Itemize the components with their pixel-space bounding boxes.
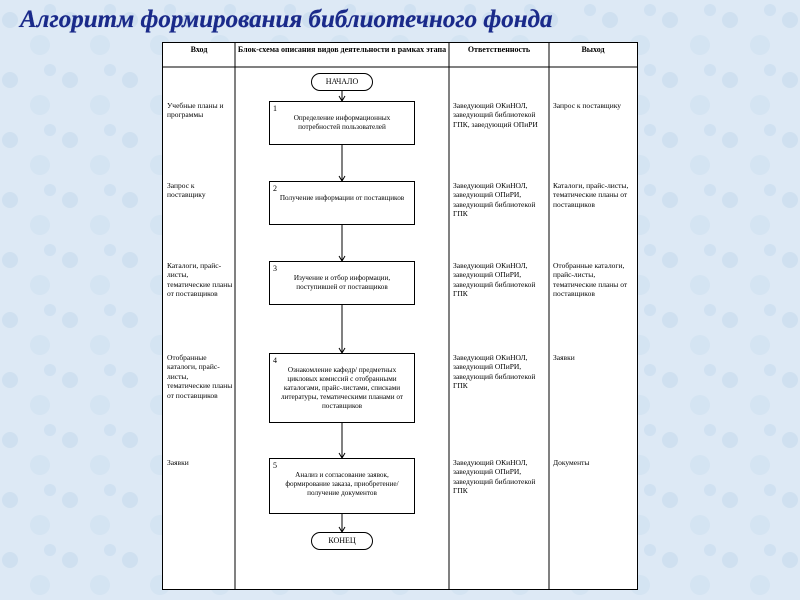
row-input: Отобранные каталоги, прайс-листы, темати… bbox=[167, 353, 233, 400]
row-responsibility: Заведующий ОКиНОЛ, заведующий ОПиРИ, зав… bbox=[453, 458, 545, 496]
process-number: 1 bbox=[273, 104, 277, 113]
terminal-end: КОНЕЦ bbox=[311, 532, 373, 550]
terminal-start: НАЧАЛО bbox=[311, 73, 373, 91]
flowchart-diagram: Вход Блок-схема описания видов деятельно… bbox=[162, 42, 638, 590]
process-box: 1Определение информационных потребностей… bbox=[269, 101, 415, 145]
column-header-responsibility: Ответственность bbox=[449, 45, 549, 54]
row-responsibility: Заведующий ОКиНОЛ, заведующий библиотеко… bbox=[453, 101, 545, 129]
process-text: Анализ и согласование заявок, формирован… bbox=[276, 471, 408, 498]
page-title: Алгоритм формирования библиотечного фонд… bbox=[20, 6, 553, 34]
process-text: Изучение и отбор информации, поступившей… bbox=[276, 274, 408, 292]
process-box: 5Анализ и согласование заявок, формирова… bbox=[269, 458, 415, 514]
process-number: 3 bbox=[273, 264, 277, 273]
process-text: Получение информации от поставщиков bbox=[276, 194, 408, 203]
row-output: Заявки bbox=[553, 353, 635, 362]
process-number: 5 bbox=[273, 461, 277, 470]
row-input: Запрос к поставщику bbox=[167, 181, 233, 200]
row-output: Каталоги, прайс-листы, тематические план… bbox=[553, 181, 635, 209]
row-responsibility: Заведующий ОКиНОЛ, заведующий ОПиРИ, зав… bbox=[453, 261, 545, 299]
process-number: 2 bbox=[273, 184, 277, 193]
process-number: 4 bbox=[273, 356, 277, 365]
process-box: 2Получение информации от поставщиков bbox=[269, 181, 415, 225]
column-header-input: Вход bbox=[163, 45, 235, 54]
row-input: Учебные планы и программы bbox=[167, 101, 233, 120]
row-output: Документы bbox=[553, 458, 635, 467]
row-responsibility: Заведующий ОКиНОЛ, заведующий ОПиРИ, зав… bbox=[453, 181, 545, 219]
process-box: 3Изучение и отбор информации, поступивше… bbox=[269, 261, 415, 305]
column-header-output: Выход bbox=[549, 45, 637, 54]
column-header-process: Блок-схема описания видов деятельности в… bbox=[235, 45, 449, 54]
row-output: Запрос к поставщику bbox=[553, 101, 635, 110]
process-box: 4Ознакомление кафедр/ предметных цикловы… bbox=[269, 353, 415, 423]
row-output: Отобранные каталоги, прайс-листы, темати… bbox=[553, 261, 635, 299]
process-text: Определение информационных потребностей … bbox=[276, 114, 408, 132]
row-responsibility: Заведующий ОКиНОЛ, заведующий ОПиРИ, зав… bbox=[453, 353, 545, 391]
row-input: Заявки bbox=[167, 458, 233, 467]
row-input: Каталоги, прайс-листы, тематические план… bbox=[167, 261, 233, 299]
process-text: Ознакомление кафедр/ предметных цикловых… bbox=[276, 366, 408, 411]
